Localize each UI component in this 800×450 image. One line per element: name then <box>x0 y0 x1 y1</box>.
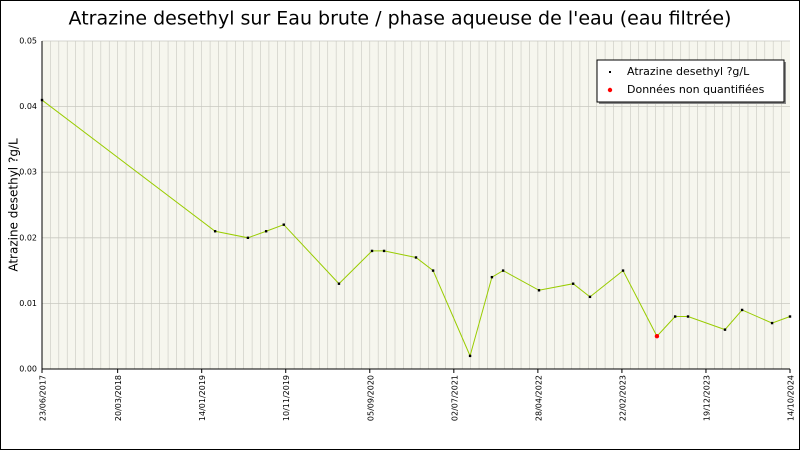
y-tick-label: 0.00 <box>19 365 37 374</box>
marker <box>537 289 541 292</box>
marker <box>490 275 494 279</box>
marker <box>246 236 250 239</box>
marker <box>571 282 575 285</box>
line <box>41 99 791 358</box>
marker <box>382 249 386 253</box>
x-tick-label: 14/10/2024 <box>787 375 796 421</box>
legend-label: Atrazine desethyl ?g/L <box>627 65 750 78</box>
y-tick-label: 0.03 <box>19 168 37 177</box>
y-tick-label: 0.02 <box>19 233 37 242</box>
legend <box>596 59 785 103</box>
x-tick-label: 19/12/2023 <box>702 375 711 421</box>
marker <box>770 321 774 325</box>
x-tick-label: 02/07/2021 <box>450 375 459 421</box>
chart-title: Atrazine desethyl sur Eau brute / phase … <box>69 8 732 30</box>
x-tick-label: 10/11/2019 <box>282 375 291 421</box>
y-axis-label: Atrazine desethyl ?g/L <box>7 138 21 272</box>
marker <box>337 282 341 285</box>
marker <box>588 295 592 299</box>
y-tick-label: 0.04 <box>19 102 37 111</box>
marker <box>788 315 792 318</box>
x-tick-label: 20/03/2018 <box>114 375 123 421</box>
x-tick-label: 23/06/2017 <box>39 375 48 421</box>
x-tick-label: 05/09/2020 <box>366 375 375 421</box>
legend-marker <box>607 87 613 93</box>
marker <box>686 315 690 318</box>
marker <box>431 269 435 272</box>
x-tick-label: 22/02/2023 <box>618 375 627 421</box>
marker <box>414 256 418 259</box>
marker <box>264 230 268 233</box>
x-tick-label: 28/04/2022 <box>534 375 543 421</box>
marker <box>468 354 472 358</box>
marker <box>370 249 374 253</box>
marker <box>213 230 217 233</box>
y-tick-label: 0.05 <box>19 37 37 46</box>
marker <box>654 334 660 339</box>
marker <box>673 315 677 318</box>
x-tick-label: 14/01/2019 <box>198 375 207 421</box>
marker <box>282 223 285 226</box>
y-tick-label: 0.01 <box>19 299 37 308</box>
marker <box>501 269 505 272</box>
marker <box>740 308 744 312</box>
marker <box>40 98 44 102</box>
legend-label: Données non quantifiées <box>627 83 765 96</box>
marker <box>723 328 727 331</box>
legend-marker <box>609 71 611 73</box>
marker <box>621 269 625 272</box>
